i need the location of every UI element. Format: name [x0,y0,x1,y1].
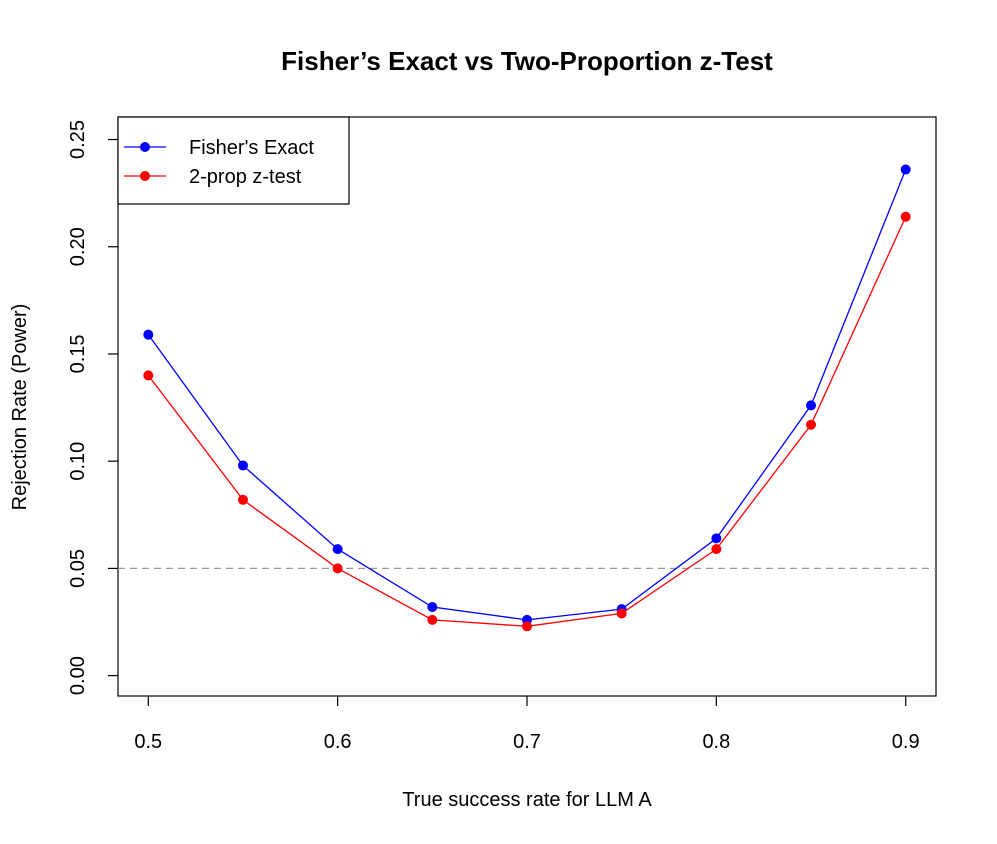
series-line-2-prop-z-test [147,216,907,627]
data-point-fisher-s-exact [806,400,817,411]
axes: 0.5 0.6 0.7 0.8 0.9 0.00 0.05 0.10 0.15 0.20 0.25 [67,120,920,753]
legend-marker-2-prop-z-test [140,171,150,181]
legend-label-fishers-exact: Fisher's Exact [189,137,314,159]
data-point-2-prop-z-test [711,544,722,555]
data-point-2-prop-z-test [143,370,154,381]
y-tick-label: 0.00 [67,656,89,695]
legend-marker-fishers-exact [140,142,150,152]
series-layer [143,164,911,632]
x-tick-label: 0.8 [702,731,730,753]
y-tick-label: 0.05 [67,549,89,588]
y-tick-label: 0.20 [67,227,89,266]
x-tick-label: 0.5 [134,731,162,753]
data-point-fisher-s-exact [332,544,343,555]
data-point-2-prop-z-test [427,614,438,625]
y-axis-label: Rejection Rate (Power) [9,304,31,511]
legend: Fisher's Exact 2-prop z-test [117,116,350,205]
y-tick-label: 0.25 [67,120,89,159]
data-point-fisher-s-exact [143,329,154,340]
data-point-2-prop-z-test [616,608,627,619]
data-point-fisher-s-exact [427,602,438,613]
x-tick-label: 0.7 [513,731,541,753]
data-point-2-prop-z-test [332,563,343,574]
y-tick-label: 0.10 [67,442,89,481]
x-tick-label: 0.9 [892,731,920,753]
data-point-fisher-s-exact [237,460,248,471]
y-tick-label: 0.15 [67,334,89,373]
data-point-2-prop-z-test [806,419,817,430]
legend-label-2-prop-z-test: 2-prop z-test [189,166,302,188]
chart-title: Fisher’s Exact vs Two-Proportion z-Test [281,46,773,76]
data-point-2-prop-z-test [237,494,248,505]
x-tick-label: 0.6 [324,731,352,753]
data-point-fisher-s-exact [900,164,911,175]
data-point-fisher-s-exact [711,533,722,544]
data-point-2-prop-z-test [900,211,911,222]
series-line-fisher-s-exact [147,169,907,621]
x-axis-label: True success rate for LLM A [402,789,652,811]
data-point-2-prop-z-test [522,621,532,632]
legend-box [117,116,350,205]
